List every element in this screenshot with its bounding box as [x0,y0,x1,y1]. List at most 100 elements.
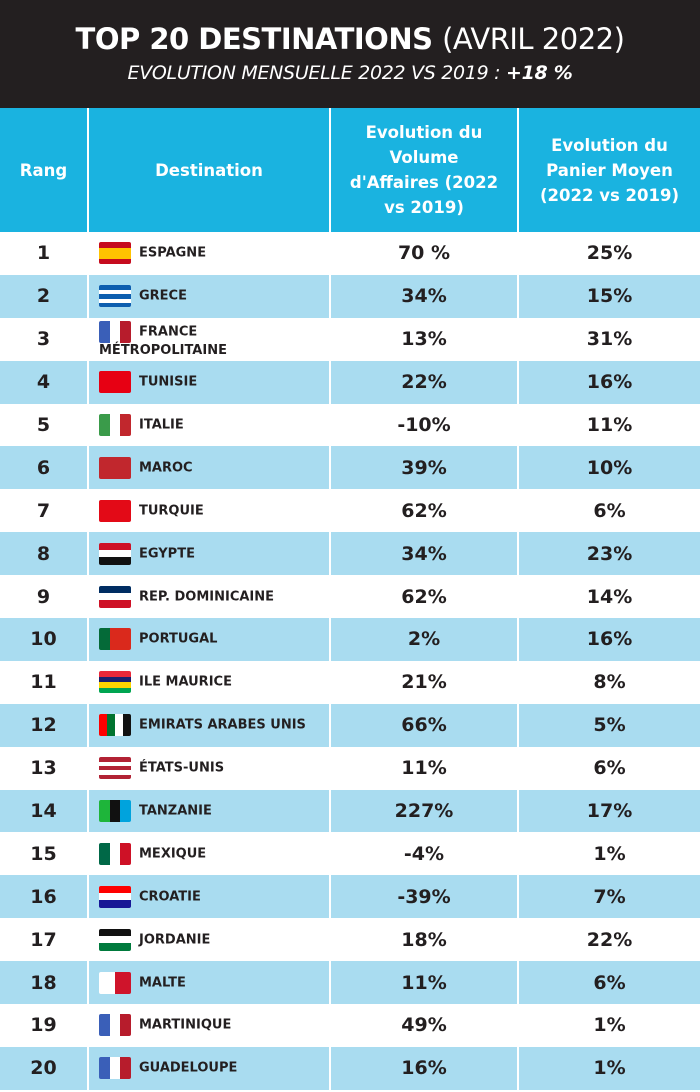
country-flag-icon [99,842,131,865]
panier-cell: 8% [593,671,626,694]
country-flag-icon [99,800,131,823]
rank-cell: 5 [0,403,89,447]
table-row: 5 ITALIE -10% 11% [0,403,700,447]
table-row: 19 MARTINIQUE 49% 1% [0,1004,700,1047]
column-header-panier: Evolution du Panier Moyen (2022 vs 2019) [518,108,700,232]
country-flag-icon [99,285,131,308]
subtitle-value: +18 % [506,62,573,84]
volume-cell: 18% [330,918,519,962]
destination-cell: TURQUIE [88,489,331,533]
rank-cell: 9 [0,575,89,619]
table-row: 3 FRANCE MÉTROPOLITAINE 13% 31% [0,317,700,361]
volume-cell: 70 % [330,232,519,275]
destination-cell: MEXIQUE [88,832,331,876]
destination-name: MALTE [139,975,186,991]
table-row: 13 ÉTATS-UNIS 11% 6% [0,746,700,790]
volume-cell: -10% [330,403,519,447]
destination-name: ILE MAURICE [139,674,232,690]
destination-name: MAROC [139,460,193,476]
volume-cell: 34% [330,532,519,576]
volume-cell: 66% [330,703,519,747]
destination-cell: ÉTATS-UNIS [88,746,331,790]
table-row: 7 TURQUIE 62% 6% [0,489,700,533]
rank-cell: 18 [0,961,89,1005]
destination-cell: TUNISIE [88,360,331,404]
destination-name: EMIRATS ARABES UNIS [139,717,306,733]
panier-cell: 25% [586,242,633,265]
table-header-row: Rang Destination Evolution du Volume d'A… [0,108,700,232]
table-row: 11 ILE MAURICE 21% 8% [0,660,700,704]
rank-cell: 12 [0,703,89,747]
volume-cell: -4% [330,832,519,876]
title-banner: TOP 20 DESTINATIONS (AVRIL 2022) EVOLUTI… [0,0,700,108]
rank-cell: 13 [0,746,89,790]
country-flag-icon [99,499,131,522]
table-row: 15 MEXIQUE -4% 1% [0,832,700,876]
table-row: 4 TUNISIE 22% 16% [0,360,700,404]
volume-cell: -39% [330,875,519,919]
panier-cell: 16% [518,360,700,404]
destination-name: EGYPTE [139,546,195,562]
destination-cell: CROATIE [88,875,331,919]
rank-cell: 8 [0,532,89,576]
volume-cell: 227% [330,789,519,833]
table-row: 14 TANZANIE 227% 17% [0,789,700,833]
rank-cell: 16 [0,875,89,919]
country-flag-icon [99,242,131,265]
destination-cell: ESPAGNE [88,232,331,275]
panier-cell: 1% [518,1046,700,1090]
destination-cell: EMIRATS ARABES UNIS [88,703,331,747]
destination-name: PORTUGAL [139,631,218,647]
table-row: 10 PORTUGAL 2% 16% [0,618,700,661]
panier-cell: 6% [593,499,626,522]
destination-name: TUNISIE [139,374,198,390]
country-flag-icon [99,371,131,394]
panier-cell: 15% [518,274,700,318]
country-flag-icon [99,542,131,565]
destination-cell: FRANCE MÉTROPOLITAINE [88,317,331,361]
table-row: 17 JORDANIE 18% 22% [0,918,700,962]
subtitle: EVOLUTION MENSUELLE 2022 VS 2019 : +18 % [0,62,700,84]
destination-name: JORDANIE [139,932,211,948]
country-flag-icon [99,456,131,479]
volume-cell: 39% [330,446,519,490]
destination-cell: PORTUGAL [88,618,331,661]
destination-cell: GUADELOUPE [88,1046,331,1090]
volume-cell: 49% [330,1004,519,1047]
rank-cell: 10 [0,618,89,661]
rank-cell: 6 [0,446,89,490]
table-row: 18 MALTE 11% 6% [0,961,700,1005]
destination-cell: MALTE [88,961,331,1005]
country-flag-icon [99,1057,131,1080]
destination-cell: GRECE [88,274,331,318]
panier-cell: 6% [518,961,700,1005]
volume-cell: 21% [330,660,519,704]
country-flag-icon [99,885,131,908]
volume-cell: 2% [330,618,519,661]
country-flag-icon [99,714,131,737]
volume-cell: 16% [330,1046,519,1090]
table-row: 6 MAROC 39% 10% [0,446,700,490]
volume-cell: 34% [330,274,519,318]
table-row: 20 GUADELOUPE 16% 1% [0,1046,700,1090]
destination-cell: EGYPTE [88,532,331,576]
country-flag-icon [99,585,131,608]
rank-cell: 20 [0,1046,89,1090]
destination-cell: ILE MAURICE [88,660,331,704]
destination-name: MEXIQUE [139,846,207,862]
country-flag-icon [99,971,131,994]
country-flag-icon [99,1014,131,1037]
rank-cell: 4 [0,360,89,404]
destination-cell: MARTINIQUE [88,1004,331,1047]
destination-name: MARTINIQUE [139,1017,232,1033]
rank-cell: 14 [0,789,89,833]
table-row: 9 REP. DOMINICAINE 62% 14% [0,575,700,619]
panier-cell: 22% [586,928,633,951]
country-flag-icon [99,757,131,780]
destination-name: GRECE [139,288,187,304]
destination-name: REP. DOMINICAINE [139,589,275,605]
table-row: 16 CROATIE -39% 7% [0,875,700,919]
panier-cell: 17% [518,789,700,833]
volume-cell: 62% [330,489,519,533]
table-row: 12 EMIRATS ARABES UNIS 66% 5% [0,703,700,747]
